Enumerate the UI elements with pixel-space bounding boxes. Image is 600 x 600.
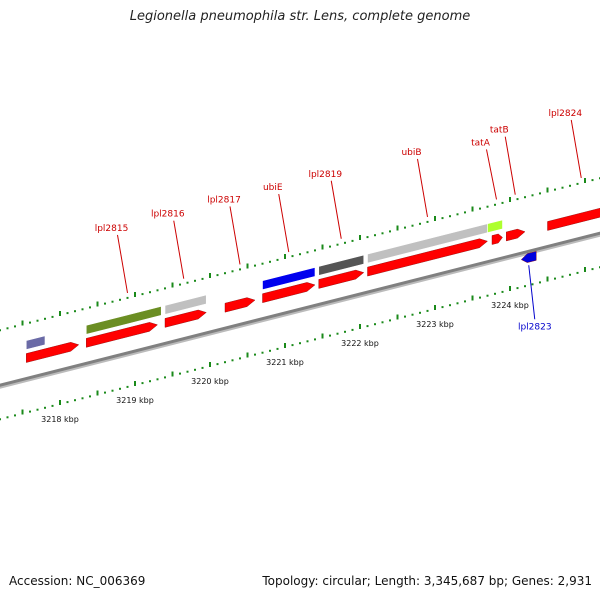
gene-leader-line [417, 158, 428, 217]
gene-label: tatA [471, 138, 491, 148]
kbp-tick-label: 3219 kbp [116, 396, 154, 405]
forward-gene-arrow [86, 322, 158, 348]
forward-gene-arrow [26, 342, 80, 363]
backbone-layer [0, 231, 600, 389]
gene-leader-line [570, 119, 582, 179]
kbp-tick-label: 3221 kbp [266, 358, 304, 367]
forward-gene-arrow [491, 233, 503, 245]
forward-gene-arrow [164, 309, 207, 328]
gene-label: tatB [490, 126, 509, 136]
map-title: Legionella pneumophila str. Lens, comple… [129, 9, 471, 24]
gene-leader-line [486, 149, 497, 200]
forward-gene-arrow [506, 228, 526, 242]
feature-bar [318, 254, 365, 276]
gene-label: ubiB [401, 148, 421, 158]
forward-gene-arrow [224, 297, 256, 313]
gene-label: lpl2823 [518, 322, 552, 332]
backbone-shadow [0, 233, 600, 389]
gene-label: ubiE [263, 183, 283, 193]
label-layer: lpl2815 lpl2816 lpl2817 ubiE lpl2819 ubiB tatA… [95, 109, 583, 332]
gene-label: lpl2819 [308, 170, 342, 180]
forward-gene-arrow [318, 269, 365, 289]
gene-leader-line [117, 234, 128, 293]
gene-leader-line [229, 206, 241, 265]
gene-label: lpl2817 [207, 195, 241, 205]
kbp-tick-label: 3220 kbp [191, 377, 229, 386]
gene-leader-line [278, 193, 290, 253]
tick-layer: 3218 kbp 3219 kbp 3220 kbp 3221 kbp 3222 kbp… [0, 177, 600, 424]
kbp-tick-label: 3222 kbp [341, 339, 379, 348]
accession-text: Accession: NC_006369 [9, 574, 146, 588]
feature-bar [85, 305, 162, 335]
kbp-tick-label: 3223 kbp [416, 320, 454, 329]
backbone-line [0, 231, 600, 387]
forward-gene-arrow [547, 207, 600, 231]
gene-leader-line [173, 220, 185, 279]
forward-gene-arrow [262, 282, 316, 303]
reverse-gene-arrow [520, 251, 537, 263]
feature-bar [164, 294, 207, 315]
gene-label: lpl2816 [151, 210, 185, 220]
gene-leader-line [528, 265, 536, 320]
forward-gene-arrow [367, 238, 488, 277]
gene-layer [26, 207, 600, 363]
gene-leader-line [330, 180, 342, 239]
gene-label: lpl2815 [95, 224, 129, 234]
genome-summary-text: Topology: circular; Length: 3,345,687 bp… [262, 574, 592, 588]
feature-bar [487, 219, 503, 234]
kbp-tick-label: 3218 kbp [41, 415, 79, 424]
feature-bar [25, 335, 46, 350]
kbp-tick-label: 3224 kbp [491, 301, 529, 310]
feature-bar [262, 267, 316, 291]
gene-leader-line [504, 136, 516, 195]
gene-label: lpl2824 [548, 109, 582, 119]
feature-bar-layer [25, 219, 503, 350]
